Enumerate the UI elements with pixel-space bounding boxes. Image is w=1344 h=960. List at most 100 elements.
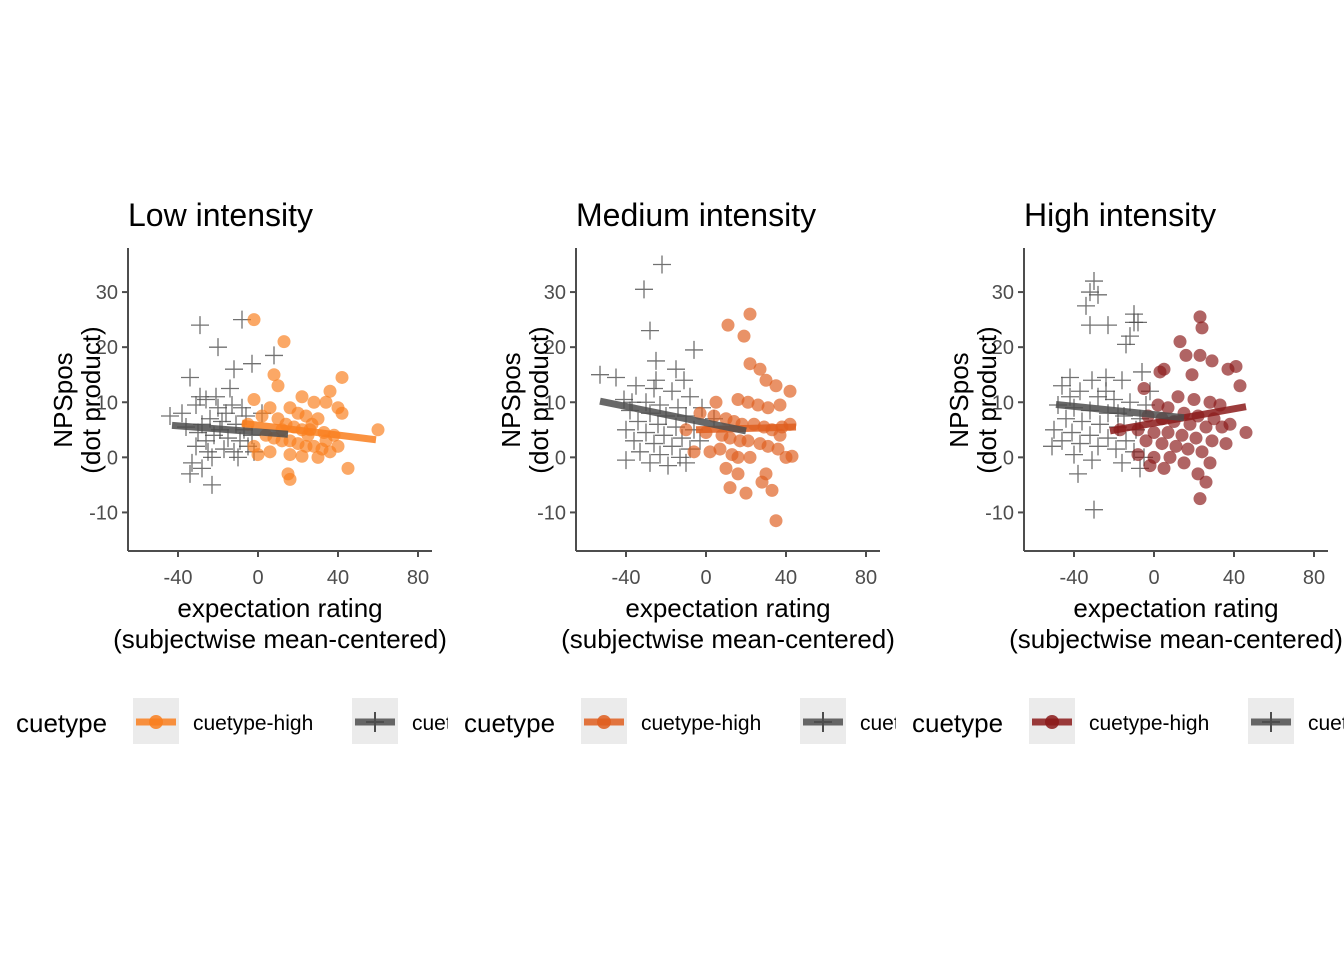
low-cue-point xyxy=(1117,431,1135,450)
high-cue-point xyxy=(1181,442,1195,456)
low-cue-point xyxy=(191,316,209,335)
low-cue-point xyxy=(663,382,681,401)
high-cue-point xyxy=(1139,434,1153,448)
low-cue-point xyxy=(193,459,211,478)
legend-key-low-cross xyxy=(366,712,384,732)
high-cue-point xyxy=(721,318,735,332)
high-cue-point xyxy=(687,445,701,459)
low-cue-point xyxy=(1107,440,1125,459)
high-cue-point xyxy=(761,439,775,453)
low-cue-point xyxy=(1099,316,1117,335)
low-cue-point xyxy=(641,321,659,340)
panel-title: Medium intensity xyxy=(576,197,816,233)
high-cue-point xyxy=(1193,310,1207,324)
y-tick-label: 0 xyxy=(1003,447,1014,469)
high-cue-point xyxy=(1223,417,1237,431)
high-cue-point xyxy=(371,423,385,437)
low-cue-point xyxy=(173,404,191,423)
low-cue-point xyxy=(635,280,653,299)
y-tick-label: 20 xyxy=(544,337,566,359)
x-axis-title: expectation rating xyxy=(625,593,830,623)
low-cue-point xyxy=(1053,431,1071,450)
high-cue-point xyxy=(785,449,799,463)
high-cue-point xyxy=(1203,456,1217,470)
panel-title: High intensity xyxy=(1024,197,1216,233)
high-cue-point xyxy=(295,449,309,463)
low-cue-point xyxy=(667,360,685,379)
legend-title: cuetype xyxy=(912,708,1003,738)
low-cue-point xyxy=(641,453,659,472)
legend-label-low: cuetype-low xyxy=(1308,712,1344,735)
low-cue-point xyxy=(629,412,647,431)
low-cue-point xyxy=(1113,453,1131,472)
low-cue-point xyxy=(1077,296,1095,315)
legend: cuetype cuetype-high cuetype-low xyxy=(464,698,896,744)
low-cue-point xyxy=(681,387,699,406)
y-axis-title: NPSpos xyxy=(944,352,974,447)
high-cue-point xyxy=(731,467,745,481)
legend: cuetype cuetype-high cuetype-low xyxy=(16,698,448,744)
high-cue-point xyxy=(1191,467,1205,481)
y-tick-label: 10 xyxy=(96,392,118,414)
high-cue-point xyxy=(703,445,717,459)
x-axis-subtitle: (subjectwise mean-centered) xyxy=(561,624,895,654)
high-cue-point xyxy=(1185,368,1199,382)
low-cue-point xyxy=(645,434,663,453)
high-cue-point xyxy=(1233,379,1247,393)
low-cue-point xyxy=(655,426,673,445)
low-cue-point xyxy=(1089,387,1107,406)
y-axis-subtitle: (dot product) xyxy=(524,326,554,473)
low-cue-point xyxy=(649,415,667,434)
high-cue-point xyxy=(1219,437,1233,451)
y-tick-label: 20 xyxy=(992,337,1014,359)
high-cue-point xyxy=(1187,393,1201,406)
high-cue-point xyxy=(1161,401,1175,415)
high-cue-point xyxy=(769,379,783,393)
high-cue-point xyxy=(251,448,265,462)
high-cue-point xyxy=(761,401,775,415)
low-cue-point xyxy=(685,340,703,359)
low-cue-point xyxy=(1089,437,1107,456)
low-cue-point xyxy=(203,448,221,467)
low-cue-point xyxy=(265,346,283,365)
low-cue-point xyxy=(1117,335,1135,354)
high-cue-point xyxy=(247,393,261,406)
legend-key-high-dot xyxy=(1045,715,1059,729)
low-cue-point xyxy=(207,387,225,406)
x-axis-title: expectation rating xyxy=(177,593,382,623)
high-cue-point xyxy=(723,481,737,495)
low-cue-point xyxy=(1083,451,1101,470)
y-tick-label: 30 xyxy=(992,282,1014,304)
high-cue-point xyxy=(1175,428,1189,442)
x-axis-subtitle: (subjectwise mean-centered) xyxy=(1009,624,1343,654)
low-cue-point xyxy=(647,371,665,390)
y-tick-label: -10 xyxy=(985,502,1014,524)
low-cue-point xyxy=(631,442,649,461)
low-cue-point xyxy=(617,420,635,439)
x-tick-label: 40 xyxy=(1223,567,1245,589)
high-cue-point xyxy=(773,398,787,412)
high-cue-point xyxy=(307,395,321,409)
high-cue-point xyxy=(737,329,751,343)
low-cue-point xyxy=(183,453,201,472)
low-cue-point xyxy=(627,376,645,395)
high-cue-point xyxy=(709,395,723,409)
low-cue-point xyxy=(1071,382,1089,401)
high-cue-point xyxy=(1131,448,1145,462)
low-cue-point xyxy=(197,390,215,409)
high-cue-point xyxy=(267,368,281,382)
high-cue-point xyxy=(1205,434,1219,448)
high-cue-point xyxy=(1195,445,1209,459)
low-cue-point xyxy=(1085,272,1103,291)
high-cue-point xyxy=(341,461,355,475)
high-cue-point xyxy=(319,395,333,409)
low-cue-point xyxy=(197,431,215,450)
high-cue-point xyxy=(1229,359,1243,373)
chart-panel-3: High intensity -10 0 10 20 30 -40 0 40 80 expectat… xyxy=(912,197,1344,744)
low-cue-point xyxy=(591,365,609,384)
y-tick-label: -10 xyxy=(89,502,118,524)
legend-title: cuetype xyxy=(464,708,555,738)
high-cue-point xyxy=(719,461,733,475)
high-cue-point xyxy=(731,450,745,464)
